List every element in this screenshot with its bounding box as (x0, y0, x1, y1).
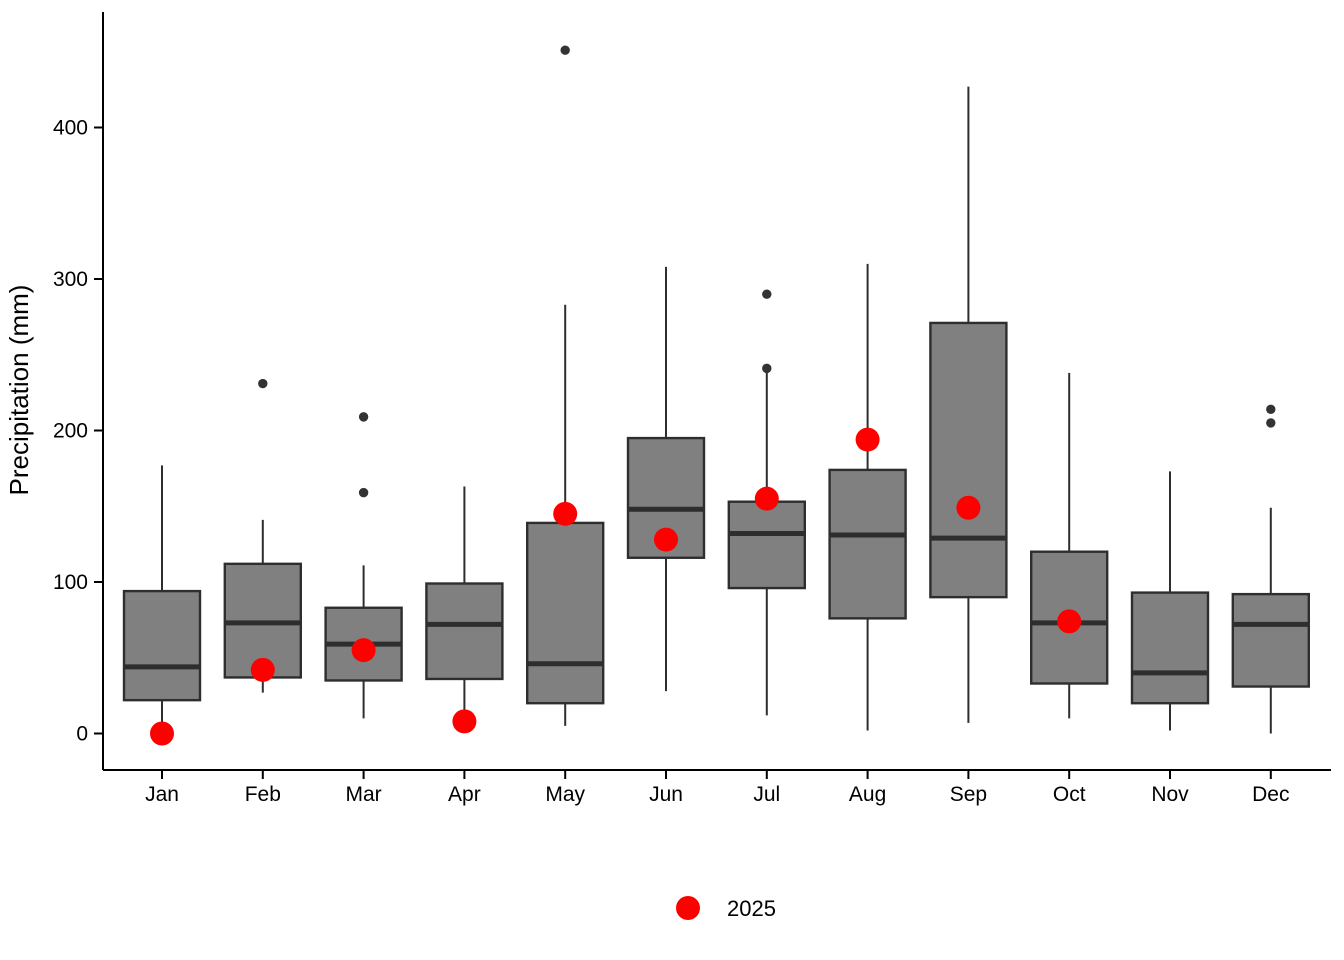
x-tick-label: Sep (950, 783, 987, 806)
x-tick-label: May (545, 783, 585, 806)
point-2025-apr (452, 709, 477, 734)
point-2025-jan (150, 721, 174, 746)
x-tick-label: Dec (1252, 783, 1289, 806)
outlier-point (762, 289, 772, 299)
y-tick-label: 300 (53, 268, 88, 291)
box-dec (1231, 592, 1311, 688)
point-2025-oct (1057, 609, 1082, 634)
point-2025-jul (754, 486, 779, 511)
point-2025-may (553, 501, 578, 526)
box-nov (1130, 591, 1210, 705)
x-tick-label: Jul (753, 783, 780, 806)
x-tick-label: Jun (649, 783, 683, 806)
box-jan (122, 589, 202, 702)
y-axis-title: Precipitation (mm) (4, 285, 34, 496)
y-tick-label: 200 (53, 420, 88, 443)
legend-2025-dot-icon (676, 896, 700, 920)
y-tick-label: 400 (53, 117, 88, 140)
legend-label: 2025 (727, 896, 776, 921)
x-tick-label: Apr (448, 783, 481, 806)
outlier-point (560, 45, 570, 55)
outlier-point (1266, 404, 1276, 414)
legend: 2025 (676, 896, 776, 921)
x-tick-label: Mar (346, 783, 382, 806)
point-2025-feb (250, 657, 275, 682)
y-tick-label: 100 (53, 571, 88, 594)
plot-area: 0 100 200 300 400 Jan Feb Mar Apr May Jun Jul Aug Sep… (53, 12, 1331, 806)
x-tick-label: Jan (145, 783, 179, 806)
outlier-point (762, 363, 772, 374)
point-2025-jun (654, 527, 678, 552)
x-tick-label: Oct (1053, 783, 1086, 806)
box-apr (425, 582, 504, 681)
outlier-point (358, 412, 369, 422)
x-tick-label: Nov (1151, 783, 1189, 806)
x-tick-label: Feb (245, 783, 281, 806)
outlier-point (358, 487, 369, 498)
box-aug (828, 468, 907, 620)
point-2025-aug (855, 427, 880, 452)
x-tick-label: Aug (849, 783, 886, 806)
point-2025-mar (351, 638, 376, 663)
box-jul (727, 500, 806, 590)
y-tick-label: 0 (76, 723, 88, 746)
outlier-point (258, 378, 268, 389)
box-sep (929, 321, 1008, 599)
point-2025-sep (956, 495, 981, 520)
box-may (526, 521, 605, 705)
outlier-point (1266, 418, 1276, 428)
